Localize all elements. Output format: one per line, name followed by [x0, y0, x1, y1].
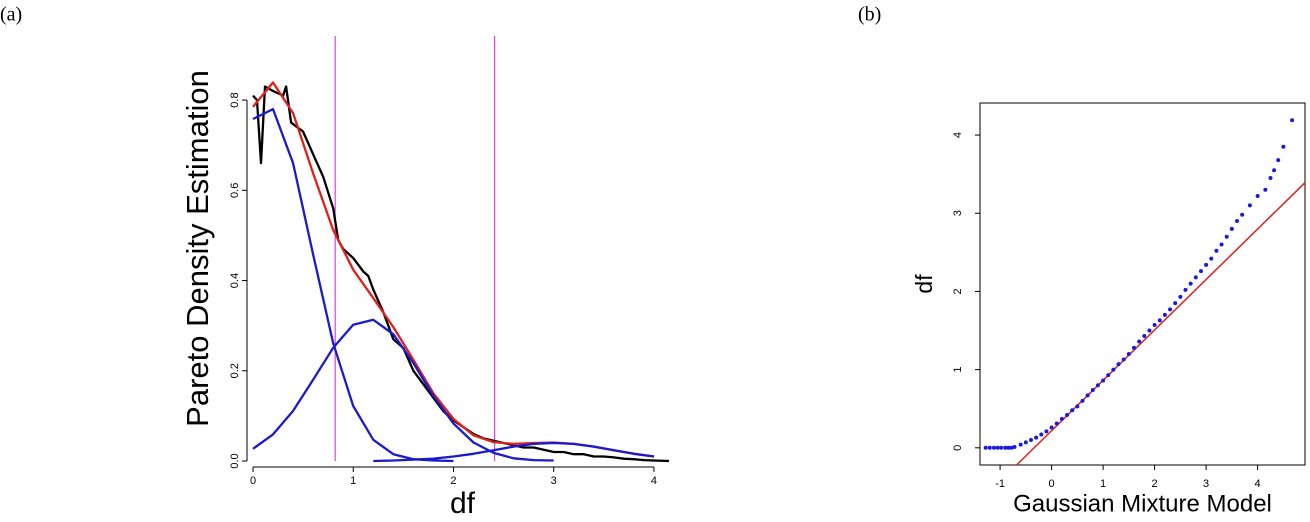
qq-point	[1147, 328, 1152, 333]
y-tick-label: 0.2	[229, 363, 241, 378]
qq-point	[1183, 287, 1188, 292]
y-tick-label: 0	[952, 445, 964, 451]
x-axis-label: Gaussian Mixture Model	[1013, 490, 1272, 517]
qq-point	[1137, 339, 1142, 344]
qq-point	[1023, 440, 1028, 445]
y-tick-label: 0.8	[229, 92, 241, 107]
qq-point	[1162, 312, 1167, 317]
panel-label: (a)	[0, 4, 22, 26]
qq-point	[1272, 168, 1277, 173]
x-tick-label: -1	[995, 478, 1005, 490]
x-tick-label: 4	[651, 475, 657, 487]
y-tick-label: 3	[952, 210, 964, 216]
qq-point	[1054, 421, 1059, 426]
y-tick-label: 2	[952, 288, 964, 294]
qq-point	[983, 445, 988, 450]
x-tick-label: 2	[450, 475, 456, 487]
qq-point	[1173, 301, 1178, 306]
qq-point	[1235, 219, 1240, 224]
qq-point	[1006, 445, 1011, 450]
y-tick-label: 0.0	[229, 453, 241, 468]
panel-label: (b)	[858, 4, 881, 26]
qq-point	[1012, 445, 1017, 450]
y-tick-label: 0.6	[229, 183, 241, 198]
qq-point	[1263, 187, 1268, 192]
density-curve	[252, 318, 554, 462]
density-curve	[252, 81, 655, 458]
qq-point	[1209, 256, 1214, 261]
y-tick-label: 1	[952, 367, 964, 373]
density-curve	[373, 441, 655, 463]
qq-point	[1157, 318, 1162, 323]
qq-point	[1168, 307, 1173, 312]
qq-point	[1281, 144, 1286, 149]
plot-frame	[979, 102, 1306, 466]
x-tick-label: 0	[1049, 478, 1055, 490]
qq-point	[1229, 226, 1234, 231]
qq-point	[1111, 367, 1116, 372]
y-axis-label: df	[911, 274, 937, 294]
qq-point	[1039, 432, 1044, 437]
qq-point	[1188, 281, 1193, 286]
x-tick-label: 3	[1203, 478, 1209, 490]
qq-point	[1255, 194, 1260, 199]
qq-point	[1009, 445, 1014, 450]
qq-point	[1214, 248, 1219, 253]
qq-point	[1095, 383, 1100, 388]
qq-point	[1101, 378, 1106, 383]
qq-point	[1193, 275, 1198, 280]
qq-point	[1075, 404, 1080, 409]
y-tick-label: 4	[952, 132, 964, 138]
density-curve	[252, 107, 454, 463]
x-axis-label: df	[450, 487, 476, 520]
qq-point	[1152, 323, 1157, 328]
x-tick-label: 3	[551, 475, 557, 487]
qq-point	[1090, 387, 1095, 392]
qq-point	[1290, 118, 1295, 123]
qq-point	[1198, 269, 1203, 274]
y-axis-label: Pareto Density Estimation	[180, 70, 215, 427]
qq-point	[1204, 262, 1209, 267]
x-tick-label: 1	[1100, 478, 1106, 490]
qq-point	[1116, 362, 1121, 367]
qq-point	[1132, 345, 1137, 350]
density-curve	[252, 85, 670, 463]
qq-point	[1049, 425, 1054, 430]
qq-point	[1121, 357, 1126, 362]
qq-point	[1028, 437, 1033, 442]
y-tick-label: 0.4	[229, 273, 241, 288]
x-tick-label: 4	[1255, 478, 1261, 490]
qq-point	[1268, 176, 1273, 181]
qq-point	[1070, 408, 1075, 413]
qq-point	[1065, 412, 1070, 417]
qq-point	[1085, 393, 1090, 398]
reference-line	[1016, 182, 1306, 466]
qq-point	[1003, 445, 1008, 450]
qq-point	[995, 445, 1000, 450]
qq-point	[1247, 203, 1252, 208]
qq-point	[1240, 212, 1245, 217]
qq-point	[1034, 435, 1039, 440]
qq-point	[1276, 158, 1281, 163]
qq-point	[1224, 234, 1229, 239]
qq-point	[1018, 442, 1023, 447]
qq-point	[1126, 351, 1131, 356]
qq-point	[987, 445, 992, 450]
x-tick-label: 0	[250, 475, 256, 487]
x-tick-label: 1	[350, 475, 356, 487]
qq-point	[1142, 333, 1147, 338]
qq-point	[999, 445, 1004, 450]
qq-point	[1059, 416, 1064, 421]
qq-point	[1080, 398, 1085, 403]
qq-point	[1178, 294, 1183, 299]
qq-point	[1219, 242, 1224, 247]
qq-point	[1106, 373, 1111, 378]
x-tick-label: 2	[1152, 478, 1158, 490]
qq-point	[991, 445, 996, 450]
qq-point	[1044, 429, 1049, 434]
